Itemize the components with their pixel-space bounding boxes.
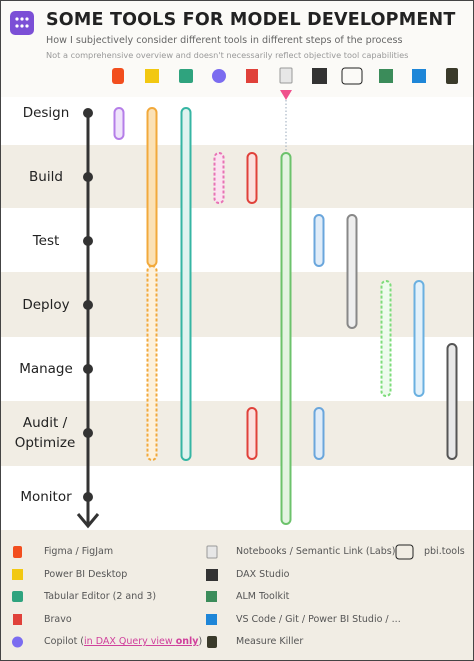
stage-label: Audit / Optimize: [14, 415, 76, 451]
row-band: [1, 401, 473, 466]
legend-text: ): [198, 636, 203, 647]
legend-note-text: in DAX Query view: [84, 636, 176, 647]
subtitle: How I subjectively consider different to…: [46, 35, 403, 46]
legend-label: Tabular Editor (2 and 3): [44, 591, 157, 602]
row-band: [1, 466, 473, 530]
legend-label: Copilot (in DAX Query view only): [44, 636, 202, 647]
legend-label: ALM Toolkit: [236, 591, 290, 602]
legend-icons: [12, 544, 414, 648]
row-band: [1, 97, 473, 145]
legend-label: Power BI Desktop: [44, 569, 128, 580]
stage-label: Design: [22, 105, 70, 121]
stage-label: Monitor: [20, 489, 72, 505]
legend-label: Bravo: [44, 614, 72, 625]
row-band: [1, 208, 473, 272]
legend-label: Figma / FigJam: [44, 546, 114, 557]
legend-emphasis: only: [175, 636, 199, 647]
tool-icons: [112, 67, 458, 85]
title: SOME TOOLS FOR MODEL DEVELOPMENT: [46, 10, 456, 30]
legend-label: Measure Killer: [236, 636, 304, 647]
legend-note: in DAX Query view only: [84, 636, 198, 647]
stage-label: Build: [29, 169, 63, 185]
legend-text: Copilot (: [44, 636, 85, 647]
timeline-arrow: [76, 513, 100, 529]
legend-label: DAX Studio: [236, 569, 290, 580]
note: Not a comprehensive overview and doesn't…: [46, 50, 409, 60]
legend-band: [1, 530, 473, 660]
tool-bars: [113, 107, 458, 525]
row-band: [1, 272, 473, 337]
logo-dots: [15, 17, 29, 28]
stage-label: Test: [32, 233, 60, 249]
legend-label: pbi.tools: [424, 546, 465, 557]
logo-icon: [10, 11, 34, 35]
legend-label: VS Code / Git / Power BI Studio / ...: [236, 614, 401, 625]
row-band: [1, 337, 473, 401]
timeline-dots: [83, 108, 93, 502]
stage-label: Manage: [19, 361, 73, 377]
stage-label: Deploy: [22, 297, 70, 313]
row-band: [1, 145, 473, 208]
pointer: [280, 90, 292, 100]
legend-label: Notebooks / Semantic Link (Labs): [236, 546, 396, 557]
